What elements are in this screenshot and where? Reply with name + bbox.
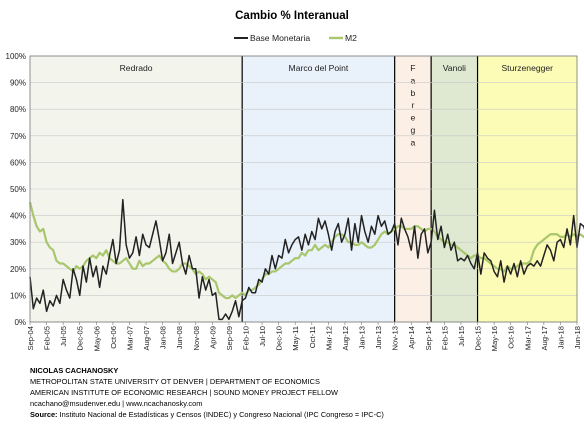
x-tick-label: Sep-14 <box>424 326 433 351</box>
period-label: b <box>411 88 416 98</box>
y-tick-label: 30% <box>10 238 26 247</box>
y-tick-label: 40% <box>10 212 26 221</box>
legend-label: Base Monetaria <box>250 33 310 43</box>
period-label: g <box>411 125 416 135</box>
x-tick-label: Sep-04 <box>26 326 35 351</box>
x-tick-label: Aug-12 <box>341 326 350 351</box>
x-tick-label: Aug-17 <box>540 326 549 351</box>
x-tick-label: Oct-11 <box>308 326 317 348</box>
period-label: r <box>411 100 414 110</box>
y-tick-label: 0% <box>14 318 26 327</box>
y-axis: 0% 10% 20% 30% 40% 50% 60% 70% 80% 90% 100% <box>6 52 26 327</box>
y-tick-label: 100% <box>6 52 26 61</box>
x-tick-label: Feb-10 <box>241 326 250 350</box>
x-tick-label: Mar-17 <box>523 326 532 350</box>
x-tick-label: May-16 <box>490 326 499 351</box>
period-label: a <box>411 137 416 147</box>
x-tick-label: Dec-10 <box>275 326 284 350</box>
footer: NICOLAS CACHANOSKY METROPOLITAN STATE UN… <box>30 365 384 420</box>
period-label: Vanoli <box>443 63 466 73</box>
footer-source-label: Source: <box>30 410 58 419</box>
period-label: Redrado <box>120 63 153 73</box>
x-tick-label: Jul-10 <box>258 326 267 347</box>
series-line <box>29 198 584 321</box>
period-label: e <box>411 113 416 123</box>
x-tick-label: Sep-09 <box>225 326 234 351</box>
x-tick-label: Nov-13 <box>391 326 400 350</box>
footer-source-text: Instituto Nacional de Estadísticas y Cen… <box>57 410 384 419</box>
chart-title: Cambio % Interanual <box>235 10 349 22</box>
legend: Base Monetaria M2 <box>234 33 357 43</box>
x-tick-label: Dec-05 <box>76 326 85 350</box>
y-tick-label: 90% <box>10 79 26 88</box>
x-tick-label: Nov-08 <box>192 326 201 350</box>
y-tick-label: 50% <box>10 185 26 194</box>
footer-author: NICOLAS CACHANOSKY <box>30 366 119 375</box>
period-label: a <box>411 75 416 85</box>
footer-line-3: ncachano@msudenver.edu | www.ncachanosky… <box>30 399 203 408</box>
plot-frame <box>29 55 578 323</box>
x-tick-label: Dec-15 <box>474 326 483 350</box>
x-tick-label: Jun-18 <box>573 326 582 349</box>
footer-line-1: METROPOLITAN STATE UNIVERSITY OT DENVER … <box>30 377 320 386</box>
x-tick-label: Feb-05 <box>43 326 52 350</box>
x-tick-label: Apr-09 <box>208 326 217 349</box>
y-tick-label: 80% <box>10 105 26 114</box>
x-tick-label: Jul-15 <box>457 326 466 347</box>
period-label: Marco del Point <box>289 63 349 73</box>
x-tick-label: May-06 <box>92 326 101 351</box>
x-tick-label: Jan-13 <box>358 326 367 349</box>
x-tick-label: Jan-08 <box>159 326 168 349</box>
y-tick-label: 20% <box>10 265 26 274</box>
x-tick-label: May-11 <box>291 326 300 351</box>
x-tick-label: Mar-12 <box>324 326 333 350</box>
x-tick-label: Aug-07 <box>142 326 151 351</box>
x-tick-label: Oct-16 <box>507 326 516 349</box>
x-tick-label: Jun-08 <box>175 326 184 349</box>
x-tick-label: Apr-14 <box>407 326 416 349</box>
footer-line-2: AMERICAN INSTITUTE OF ECONOMIC RESEARCH … <box>30 388 338 397</box>
period-label: F <box>410 63 415 73</box>
period-label: Sturzenegger <box>501 63 553 73</box>
x-tick-label: Jun-13 <box>374 326 383 349</box>
x-tick-label: Jan-18 <box>556 326 565 349</box>
y-tick-label: 70% <box>10 132 26 141</box>
x-axis: Sep-04 Feb-05 Jul-05 Dec-05 May-06 Oct-06 Mar-… <box>26 322 582 351</box>
legend-label: M2 <box>345 33 357 43</box>
y-tick-label: 60% <box>10 158 26 167</box>
x-tick-label: Mar-07 <box>125 326 134 350</box>
y-tick-label: 10% <box>10 291 26 300</box>
x-tick-label: Oct-06 <box>109 326 118 349</box>
x-tick-label: Feb-15 <box>440 326 449 350</box>
series-lines <box>28 198 584 321</box>
x-tick-label: Jul-05 <box>59 326 68 347</box>
footer-source: Source: Instituto Nacional de Estadístic… <box>30 409 384 420</box>
